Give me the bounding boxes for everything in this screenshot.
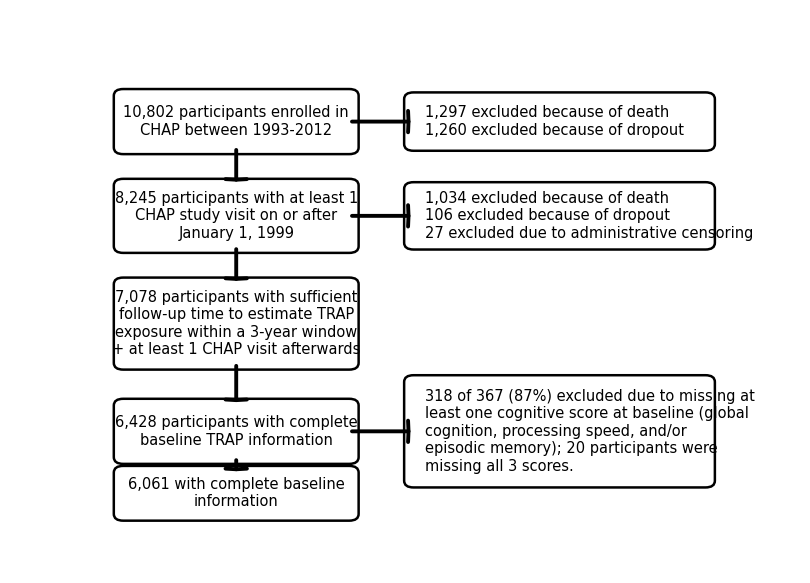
FancyBboxPatch shape (404, 375, 715, 487)
Text: 1,297 excluded because of death
1,260 excluded because of dropout: 1,297 excluded because of death 1,260 ex… (425, 106, 684, 138)
Text: 8,245 participants with at least 1
CHAP study visit on or after
January 1, 1999: 8,245 participants with at least 1 CHAP … (114, 191, 358, 241)
FancyBboxPatch shape (404, 182, 715, 250)
Text: 318 of 367 (87%) excluded due to missing at
least one cognitive score at baselin: 318 of 367 (87%) excluded due to missing… (425, 389, 755, 473)
FancyBboxPatch shape (113, 278, 359, 370)
FancyBboxPatch shape (113, 89, 359, 154)
Text: 1,034 excluded because of death
106 excluded because of dropout
27 excluded due : 1,034 excluded because of death 106 excl… (425, 191, 753, 241)
Text: 6,428 participants with complete
baseline TRAP information: 6,428 participants with complete baselin… (115, 415, 357, 448)
FancyBboxPatch shape (404, 93, 715, 151)
Text: 7,078 participants with sufficient
follow-up time to estimate TRAP
exposure with: 7,078 participants with sufficient follo… (112, 290, 360, 357)
Text: 6,061 with complete baseline
information: 6,061 with complete baseline information (128, 477, 344, 510)
Text: 10,802 participants enrolled in
CHAP between 1993-2012: 10,802 participants enrolled in CHAP bet… (123, 106, 349, 138)
FancyBboxPatch shape (113, 179, 359, 253)
FancyBboxPatch shape (113, 466, 359, 521)
FancyBboxPatch shape (113, 399, 359, 464)
